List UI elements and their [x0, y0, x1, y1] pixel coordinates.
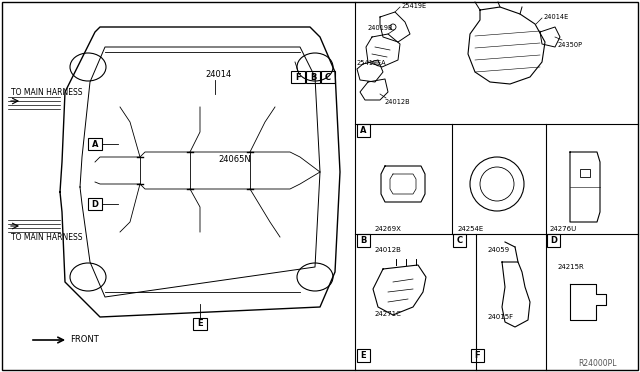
- Bar: [193, 318, 207, 330]
- Bar: [291, 71, 305, 83]
- Text: D: D: [550, 236, 557, 245]
- Text: E: E: [197, 320, 203, 328]
- Text: 24215R: 24215R: [558, 264, 585, 270]
- Text: A: A: [360, 126, 367, 135]
- Bar: [357, 124, 370, 137]
- Bar: [471, 349, 484, 362]
- Text: TO MAIN HARNESS: TO MAIN HARNESS: [11, 232, 83, 241]
- Text: TO MAIN HARNESS: TO MAIN HARNESS: [11, 87, 83, 96]
- Bar: [88, 138, 102, 150]
- Text: F: F: [295, 73, 301, 81]
- Text: 24019B: 24019B: [368, 25, 394, 31]
- Text: 24059: 24059: [488, 247, 510, 253]
- Text: R24000PL: R24000PL: [578, 359, 616, 369]
- Text: A: A: [92, 140, 99, 148]
- Text: 24014: 24014: [205, 70, 231, 78]
- Text: B: B: [310, 73, 316, 81]
- Text: 24271C: 24271C: [375, 311, 402, 317]
- Bar: [547, 234, 560, 247]
- Text: 24269X: 24269X: [375, 226, 402, 232]
- Bar: [88, 198, 102, 210]
- Text: 24012B: 24012B: [375, 247, 402, 253]
- Text: 24065N: 24065N: [218, 154, 251, 164]
- Text: 25419EA: 25419EA: [357, 60, 387, 66]
- Bar: [306, 71, 320, 83]
- Text: C: C: [325, 73, 331, 81]
- Text: 24350P: 24350P: [558, 42, 583, 48]
- Bar: [321, 71, 335, 83]
- Text: E: E: [361, 351, 366, 360]
- Text: B: B: [360, 236, 367, 245]
- Text: F: F: [475, 351, 480, 360]
- Text: D: D: [92, 199, 99, 208]
- Bar: [357, 234, 370, 247]
- Text: 25419E: 25419E: [402, 3, 427, 9]
- Bar: [580, 169, 590, 177]
- Bar: [357, 349, 370, 362]
- Text: 24012B: 24012B: [385, 99, 411, 105]
- Text: 24254E: 24254E: [458, 226, 484, 232]
- Bar: [453, 234, 466, 247]
- Text: 24014E: 24014E: [544, 14, 569, 20]
- Text: FRONT: FRONT: [70, 336, 99, 344]
- Text: C: C: [456, 236, 463, 245]
- Text: 24015F: 24015F: [488, 314, 514, 320]
- Text: 24276U: 24276U: [550, 226, 577, 232]
